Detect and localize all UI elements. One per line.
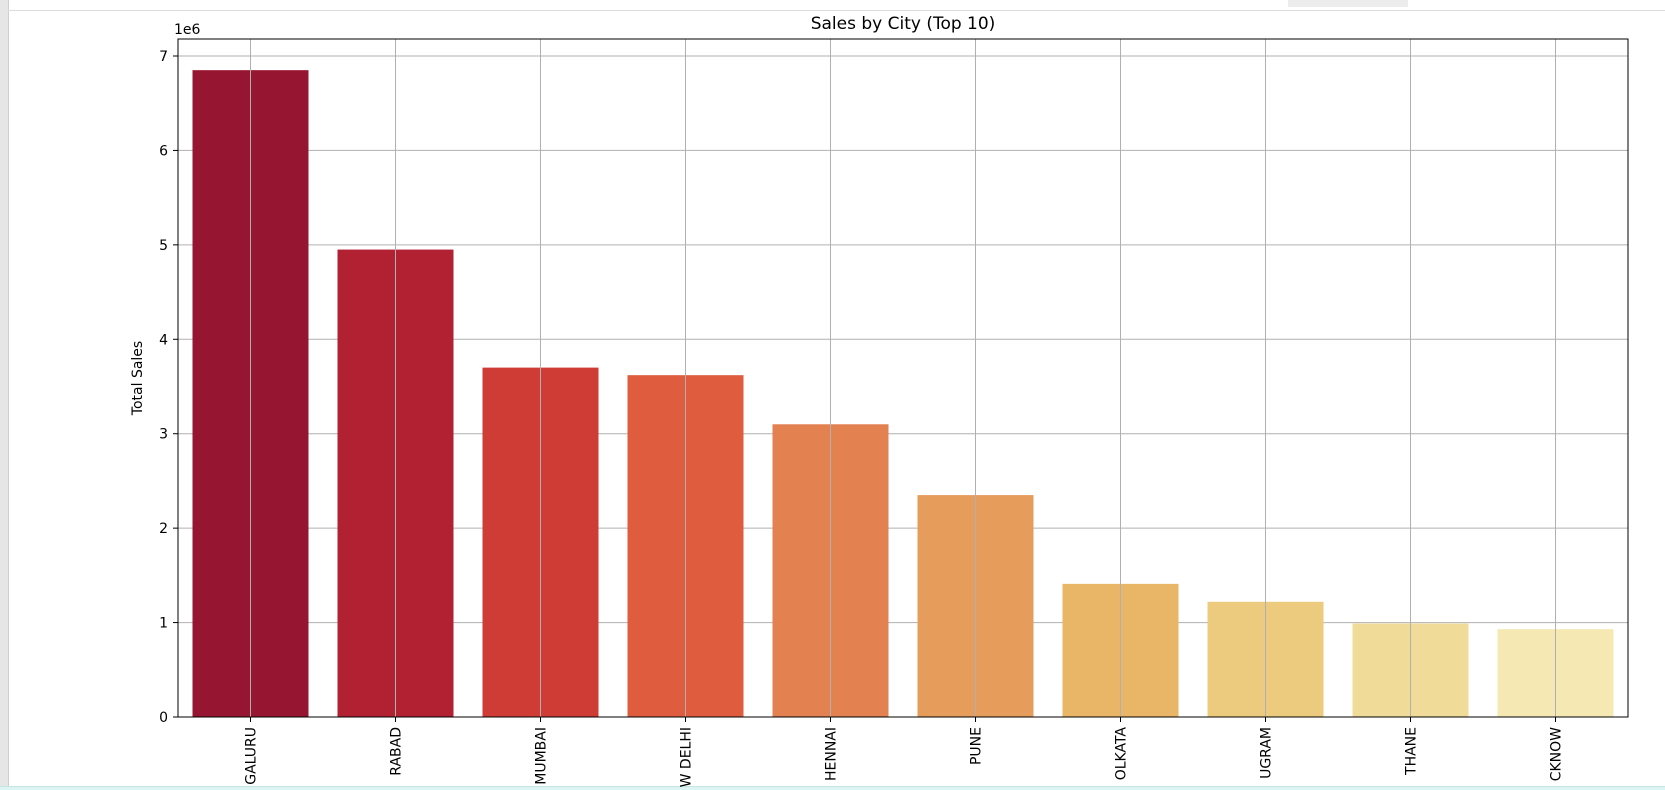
toolbar-tab-fragment — [1288, 0, 1408, 7]
vertical-grid-layer — [250, 39, 1556, 717]
x-tick-label: UGRAM — [1259, 727, 1275, 779]
y-tick-label: 7 — [159, 49, 168, 65]
window-top-edge — [8, 10, 1665, 11]
x-tick-label: PUNE — [969, 727, 985, 765]
x-tick-label: MUMBAI — [534, 727, 550, 785]
y-tick-label: 4 — [159, 332, 168, 348]
x-tick-label: CKNOW — [1549, 727, 1565, 781]
y-axis-label: Total Sales — [130, 341, 146, 416]
y-tick-label: 5 — [159, 238, 168, 254]
y-axis-offset-label: 1e6 — [174, 22, 201, 38]
plot-frame — [177, 38, 1629, 718]
y-tick-label: 3 — [159, 427, 168, 443]
x-tick-label: W DELHI — [679, 727, 695, 787]
x-tick-label: THANE — [1404, 727, 1420, 776]
x-tick-label: HENNAI — [824, 727, 840, 781]
output-cell-bottom-edge — [0, 786, 1665, 790]
chart-title: Sales by City (Top 10) — [811, 14, 996, 34]
x-tick-label: RABAD — [389, 727, 405, 776]
y-tick-label: 2 — [159, 521, 168, 537]
x-tick-layer: GALURU RABAD MUMBAI W DELHI HENNAI PUNE OLKATA… — [244, 717, 1565, 787]
window-left-edge — [0, 0, 9, 790]
x-tick-label: OLKATA — [1114, 727, 1130, 781]
y-tick-label: 0 — [159, 710, 168, 726]
bar-layer — [192, 70, 1614, 717]
y-tick-layer: 0 1 2 3 4 5 6 7 — [159, 49, 178, 726]
y-tick-label: 6 — [159, 143, 168, 159]
x-tick-label: GALURU — [244, 727, 260, 785]
y-tick-label: 1 — [159, 616, 168, 632]
